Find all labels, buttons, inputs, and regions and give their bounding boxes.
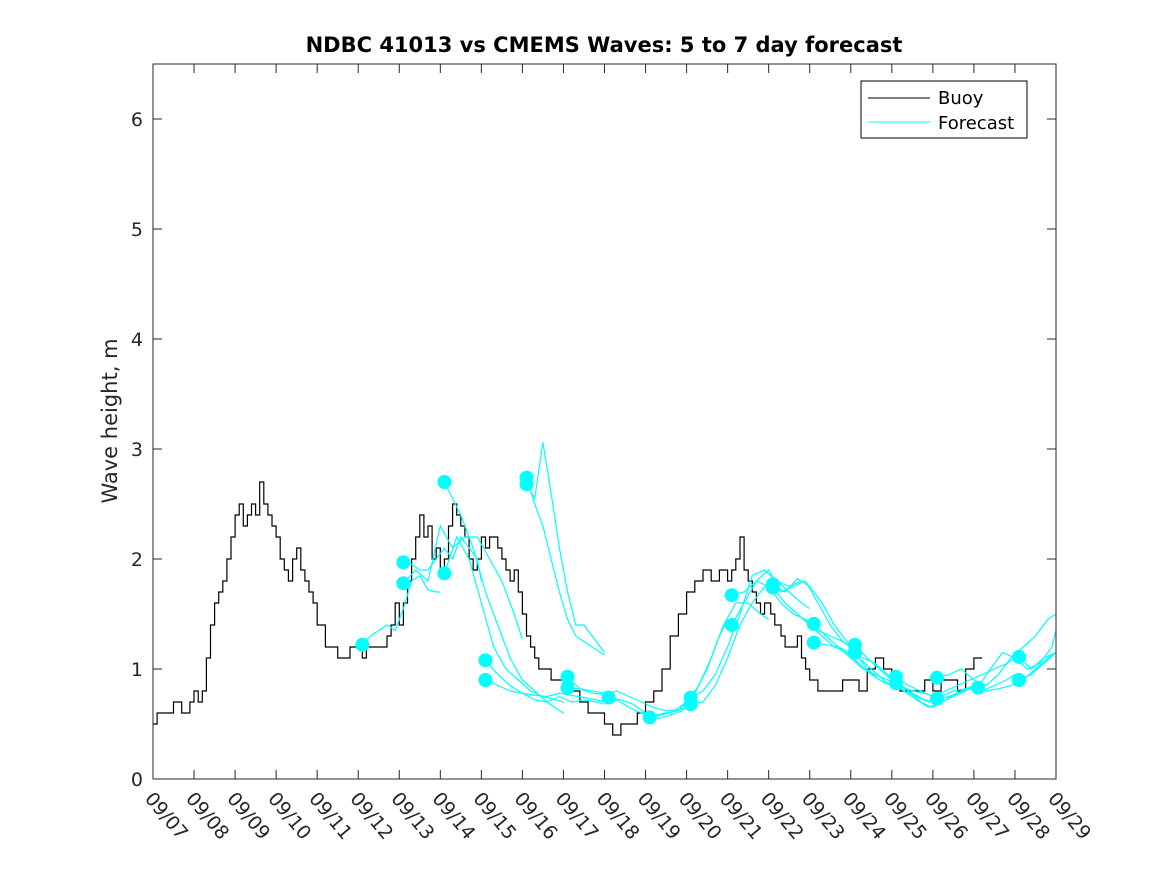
forecast-start-point-6 xyxy=(478,653,493,668)
plot-area: 012345609/0709/0809/0909/1009/1109/1209/… xyxy=(131,63,1095,844)
y-axis-label: Wave height, m xyxy=(98,338,122,503)
forecast-start-point-13 xyxy=(642,710,657,725)
forecast-start-point-29 xyxy=(1012,673,1027,687)
forecast-start-point-4 xyxy=(437,566,452,581)
forecast-start-point-28 xyxy=(971,680,986,695)
y-tick-label: 4 xyxy=(131,329,143,351)
y-tick-label: 3 xyxy=(131,439,143,461)
plot-background xyxy=(153,64,1056,779)
y-tick-label: 5 xyxy=(131,219,143,241)
forecast-start-point-26 xyxy=(929,670,944,685)
legend-buoy-label: Buoy xyxy=(938,88,984,109)
forecast-series-line-10 xyxy=(567,676,687,712)
forecast-start-point-30 xyxy=(1012,649,1027,664)
forecast-start-point-1 xyxy=(355,637,370,652)
forecast-series-line-1 xyxy=(361,574,441,646)
forecast-series-line-5 xyxy=(443,481,564,714)
forecast-series-line-7 xyxy=(485,679,605,703)
chart-title: NDBC 41013 vs CMEMS Waves: 5 to 7 day fo… xyxy=(306,33,903,57)
forecast-start-point-16 xyxy=(724,588,739,603)
forecast-series-line-13 xyxy=(649,602,770,718)
forecast-start-point-11 xyxy=(560,680,575,695)
legend-box xyxy=(860,80,1028,139)
forecast-series-line-2 xyxy=(403,535,482,582)
forecast-series-line-17 xyxy=(731,580,852,648)
y-tick-label: 0 xyxy=(131,769,143,791)
forecast-series-line-20 xyxy=(813,623,934,703)
forecast-series-line-6 xyxy=(485,659,605,705)
forecast-start-point-5 xyxy=(437,475,452,489)
y-tick-label: 2 xyxy=(131,549,143,571)
forecast-start-point-19 xyxy=(765,580,780,595)
forecast-start-point-3 xyxy=(396,576,411,591)
legend: Buoy Forecast xyxy=(860,80,1028,139)
forecast-series-line-21 xyxy=(813,642,934,698)
forecast-start-point-7 xyxy=(478,673,493,687)
forecast-start-point-17 xyxy=(724,618,739,632)
forecast-series-line-8 xyxy=(525,442,605,653)
forecast-series-line-18 xyxy=(772,578,893,686)
forecast-start-point-15 xyxy=(683,697,698,712)
forecast-series-line-27 xyxy=(936,652,1057,700)
forecast-series-line-4 xyxy=(443,535,564,703)
forecast-series-line-23 xyxy=(854,652,975,703)
forecast-series-line-30 xyxy=(1018,651,1057,670)
forecast-start-point-27 xyxy=(929,691,944,706)
forecast-start-point-10 xyxy=(560,669,575,684)
forecast-start-point-12 xyxy=(601,690,616,705)
y-tick-label: 6 xyxy=(131,109,143,131)
forecast-series-line-15 xyxy=(690,580,811,705)
forecast-start-point-20 xyxy=(806,616,821,631)
forecast-series-line-14 xyxy=(690,569,811,699)
legend-forecast-label: Forecast xyxy=(938,113,1014,134)
forecast-series-line-9 xyxy=(525,477,605,656)
forecast-start-point-21 xyxy=(806,635,821,650)
y-tick-label: 1 xyxy=(131,659,143,681)
forecast-series-line-22 xyxy=(854,644,975,709)
buoy-series-line xyxy=(153,481,983,736)
forecast-start-point-25 xyxy=(888,676,903,691)
forecast-start-point-9 xyxy=(519,470,534,485)
axes-frame xyxy=(152,63,1057,780)
forecast-series-line-24 xyxy=(895,657,1016,698)
forecast-series-line-16 xyxy=(731,569,852,648)
forecast-start-point-23 xyxy=(847,645,862,660)
forecast-series-line-3 xyxy=(402,524,523,640)
forecast-series-line-26 xyxy=(936,613,1057,687)
forecast-start-point-2 xyxy=(396,555,411,570)
